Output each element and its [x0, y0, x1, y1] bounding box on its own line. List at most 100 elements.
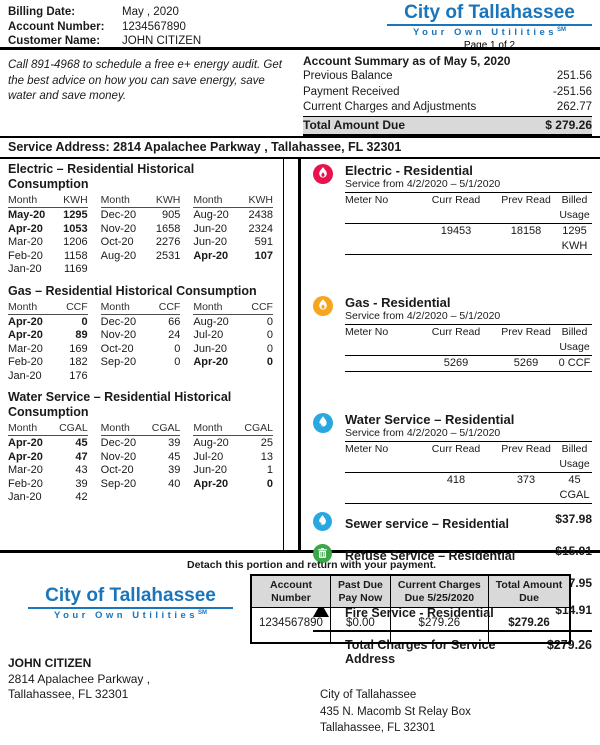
- customer-name-value: JOHN CITIZEN: [122, 35, 202, 47]
- history-column-headers: Month CCF: [8, 301, 88, 315]
- value-cell: 107: [254, 249, 273, 262]
- value-cell: 1: [266, 464, 273, 476]
- unit-header: KWH: [63, 194, 88, 206]
- value-cell: 1206: [63, 236, 88, 248]
- history-row: Aug-20 0: [193, 316, 273, 330]
- month-cell: May-20: [8, 209, 46, 221]
- stub-header-line2: Due 5/25/2020: [404, 591, 475, 604]
- unit-header: KWH: [155, 194, 181, 206]
- stub-header-line2: Pay Now: [338, 591, 383, 604]
- history-rows: Apr-20 0 Apr-20 89 Mar-20 169 Feb-20 182 Jan-20 1…: [8, 316, 88, 384]
- electric-history-grid: Month KWH May-20 1295 Apr-20 1053 Mar-20 1206 F…: [8, 194, 273, 277]
- value-cell: 2276: [155, 236, 181, 248]
- stub-current-charges-header: Current Charges Due 5/25/2020: [389, 574, 489, 608]
- summary-row-payment-received: Payment Received -251.56: [303, 85, 592, 101]
- value-cell: 0: [266, 329, 273, 341]
- history-row: Jun-20 591: [193, 236, 273, 250]
- month-cell: Apr-20: [193, 249, 229, 262]
- month-cell: Mar-20: [8, 342, 43, 355]
- curr-read-value: 19453: [440, 225, 472, 237]
- unit-header: CCF: [158, 300, 181, 313]
- month-cell: Oct-20: [100, 342, 134, 355]
- history-row: Apr-20 47: [8, 451, 88, 465]
- history-column-headers: Month CGAL: [100, 422, 181, 436]
- billing-date-value: May , 2020: [122, 6, 179, 18]
- history-row: Aug-20 2531: [101, 250, 181, 264]
- stub-header-line1: Total Amount: [495, 579, 563, 591]
- service-address-value: 2814 Apalachee Parkway , Tallahassee, FL…: [113, 140, 402, 154]
- summary-row-current-charges: Current Charges and Adjustments 262.77: [303, 100, 592, 117]
- month-cell: Jul-20: [193, 329, 224, 341]
- meter-table-headers: Meter No Curr Read Prev Read Billed Usag…: [345, 325, 592, 356]
- gas-icon: [313, 295, 334, 372]
- month-cell: Nov-20: [100, 329, 137, 341]
- trademark-mark: SM: [557, 27, 567, 33]
- month-cell: Apr-20: [8, 329, 43, 341]
- stub-header-line2: Number: [271, 591, 311, 604]
- history-row: Jul-20 13: [193, 451, 273, 465]
- electric-service-content: Electric - Residential Service from 4/2/…: [345, 163, 592, 255]
- month-cell: Aug-20: [193, 315, 229, 328]
- prev-read-header: Prev Read: [501, 443, 551, 455]
- history-row: Mar-20 43: [8, 464, 88, 478]
- billed-usage-header: Billed Usage: [559, 326, 590, 353]
- water-service-content: Water Service – Residential Service from…: [345, 412, 592, 504]
- customer-name-row: Customer Name: JOHN CITIZEN: [8, 34, 201, 49]
- value-cell: 0: [266, 342, 273, 355]
- unit-header: CGAL: [151, 422, 181, 434]
- value-cell: 0: [266, 315, 273, 328]
- value-cell: 1295: [63, 209, 88, 221]
- stub-current-charges-value: $279.26: [389, 607, 489, 644]
- history-row: Apr-20 0: [193, 356, 273, 370]
- unit-header: CCF: [66, 300, 88, 313]
- prev-read-header: Prev Read: [501, 194, 551, 206]
- value-cell: 176: [69, 369, 88, 382]
- value-cell: 2324: [248, 222, 273, 235]
- bill-header: Billing Date: May , 2020 Account Number:…: [0, 0, 600, 51]
- history-rows: Aug-20 25 Jul-20 13 Jun-20 1 Apr-20 0: [193, 437, 273, 491]
- value-cell: 42: [75, 491, 88, 503]
- history-row: Dec-20 905: [101, 209, 181, 223]
- month-cell: Dec-20: [100, 209, 137, 221]
- history-row: Apr-20 89: [8, 329, 88, 343]
- sewer-fee-label: Sewer service – Residential: [345, 517, 509, 531]
- month-cell: Nov-20: [100, 222, 137, 235]
- month-header: Month: [100, 422, 130, 434]
- history-rows: Aug-20 0 Jul-20 0 Jun-20 0 Apr-20 0: [193, 316, 273, 370]
- history-rows: Dec-20 905 Nov-20 1658 Oct-20 2276 Aug-20 2531: [101, 209, 181, 263]
- history-rows: Dec-20 39 Nov-20 45 Oct-20 39 Sep-20 40: [101, 437, 181, 491]
- current-services-column: Electric - Residential Service from 4/2/…: [298, 157, 600, 666]
- meter-table-headers: Meter No Curr Read Prev Read Billed Usag…: [345, 193, 592, 224]
- month-cell: Jan-20: [8, 491, 42, 503]
- prev-read-value: 5269: [513, 357, 539, 369]
- history-row: Jan-20 42: [8, 491, 88, 505]
- brand-name: City of Tallahassee: [387, 2, 592, 26]
- value-cell: 905: [161, 209, 181, 221]
- history-rows: May-20 1295 Apr-20 1053 Mar-20 1206 Feb-20 1158…: [8, 209, 88, 277]
- history-subcolumn: Month CGAL Apr-20 45 Apr-20 47 Mar-20 43 Feb-20…: [8, 422, 88, 505]
- month-cell: Dec-20: [100, 437, 137, 449]
- value-cell: 0: [81, 315, 88, 328]
- history-row: Apr-20 0: [193, 478, 273, 492]
- month-cell: Apr-20: [8, 222, 43, 235]
- history-row: Aug-20 25: [193, 437, 273, 451]
- month-cell: Apr-20: [193, 477, 229, 490]
- stub-account-header: Account Number: [250, 574, 331, 608]
- history-row: Jun-20 1: [193, 464, 273, 478]
- month-header: Month: [8, 300, 38, 313]
- gas-meter-row: 5269 5269 0 CCF: [345, 356, 592, 372]
- value-cell: 45: [75, 437, 88, 449]
- meter-no-header: Meter No: [345, 443, 389, 455]
- history-column-headers: Month KWH: [8, 194, 88, 208]
- brand-tagline: Your Own UtilitiesSM: [28, 610, 233, 621]
- history-row: Apr-20 107: [193, 250, 273, 264]
- history-subcolumn: Month KWH Aug-20 2438 Jun-20 2324 Jun-20 591 Ap…: [193, 194, 273, 277]
- history-row: Nov-20 24: [101, 329, 181, 343]
- prev-read-value: 18158: [510, 225, 542, 237]
- month-cell: Apr-20: [8, 450, 43, 463]
- sewer-fee-amount: $37.98: [555, 512, 592, 526]
- detach-instruction: Detach this portion and return with your…: [187, 559, 437, 571]
- billed-usage-value: 45 CGAL: [559, 474, 590, 501]
- customer-name-label: Customer Name:: [8, 35, 101, 47]
- history-row: Oct-20 0: [101, 343, 181, 357]
